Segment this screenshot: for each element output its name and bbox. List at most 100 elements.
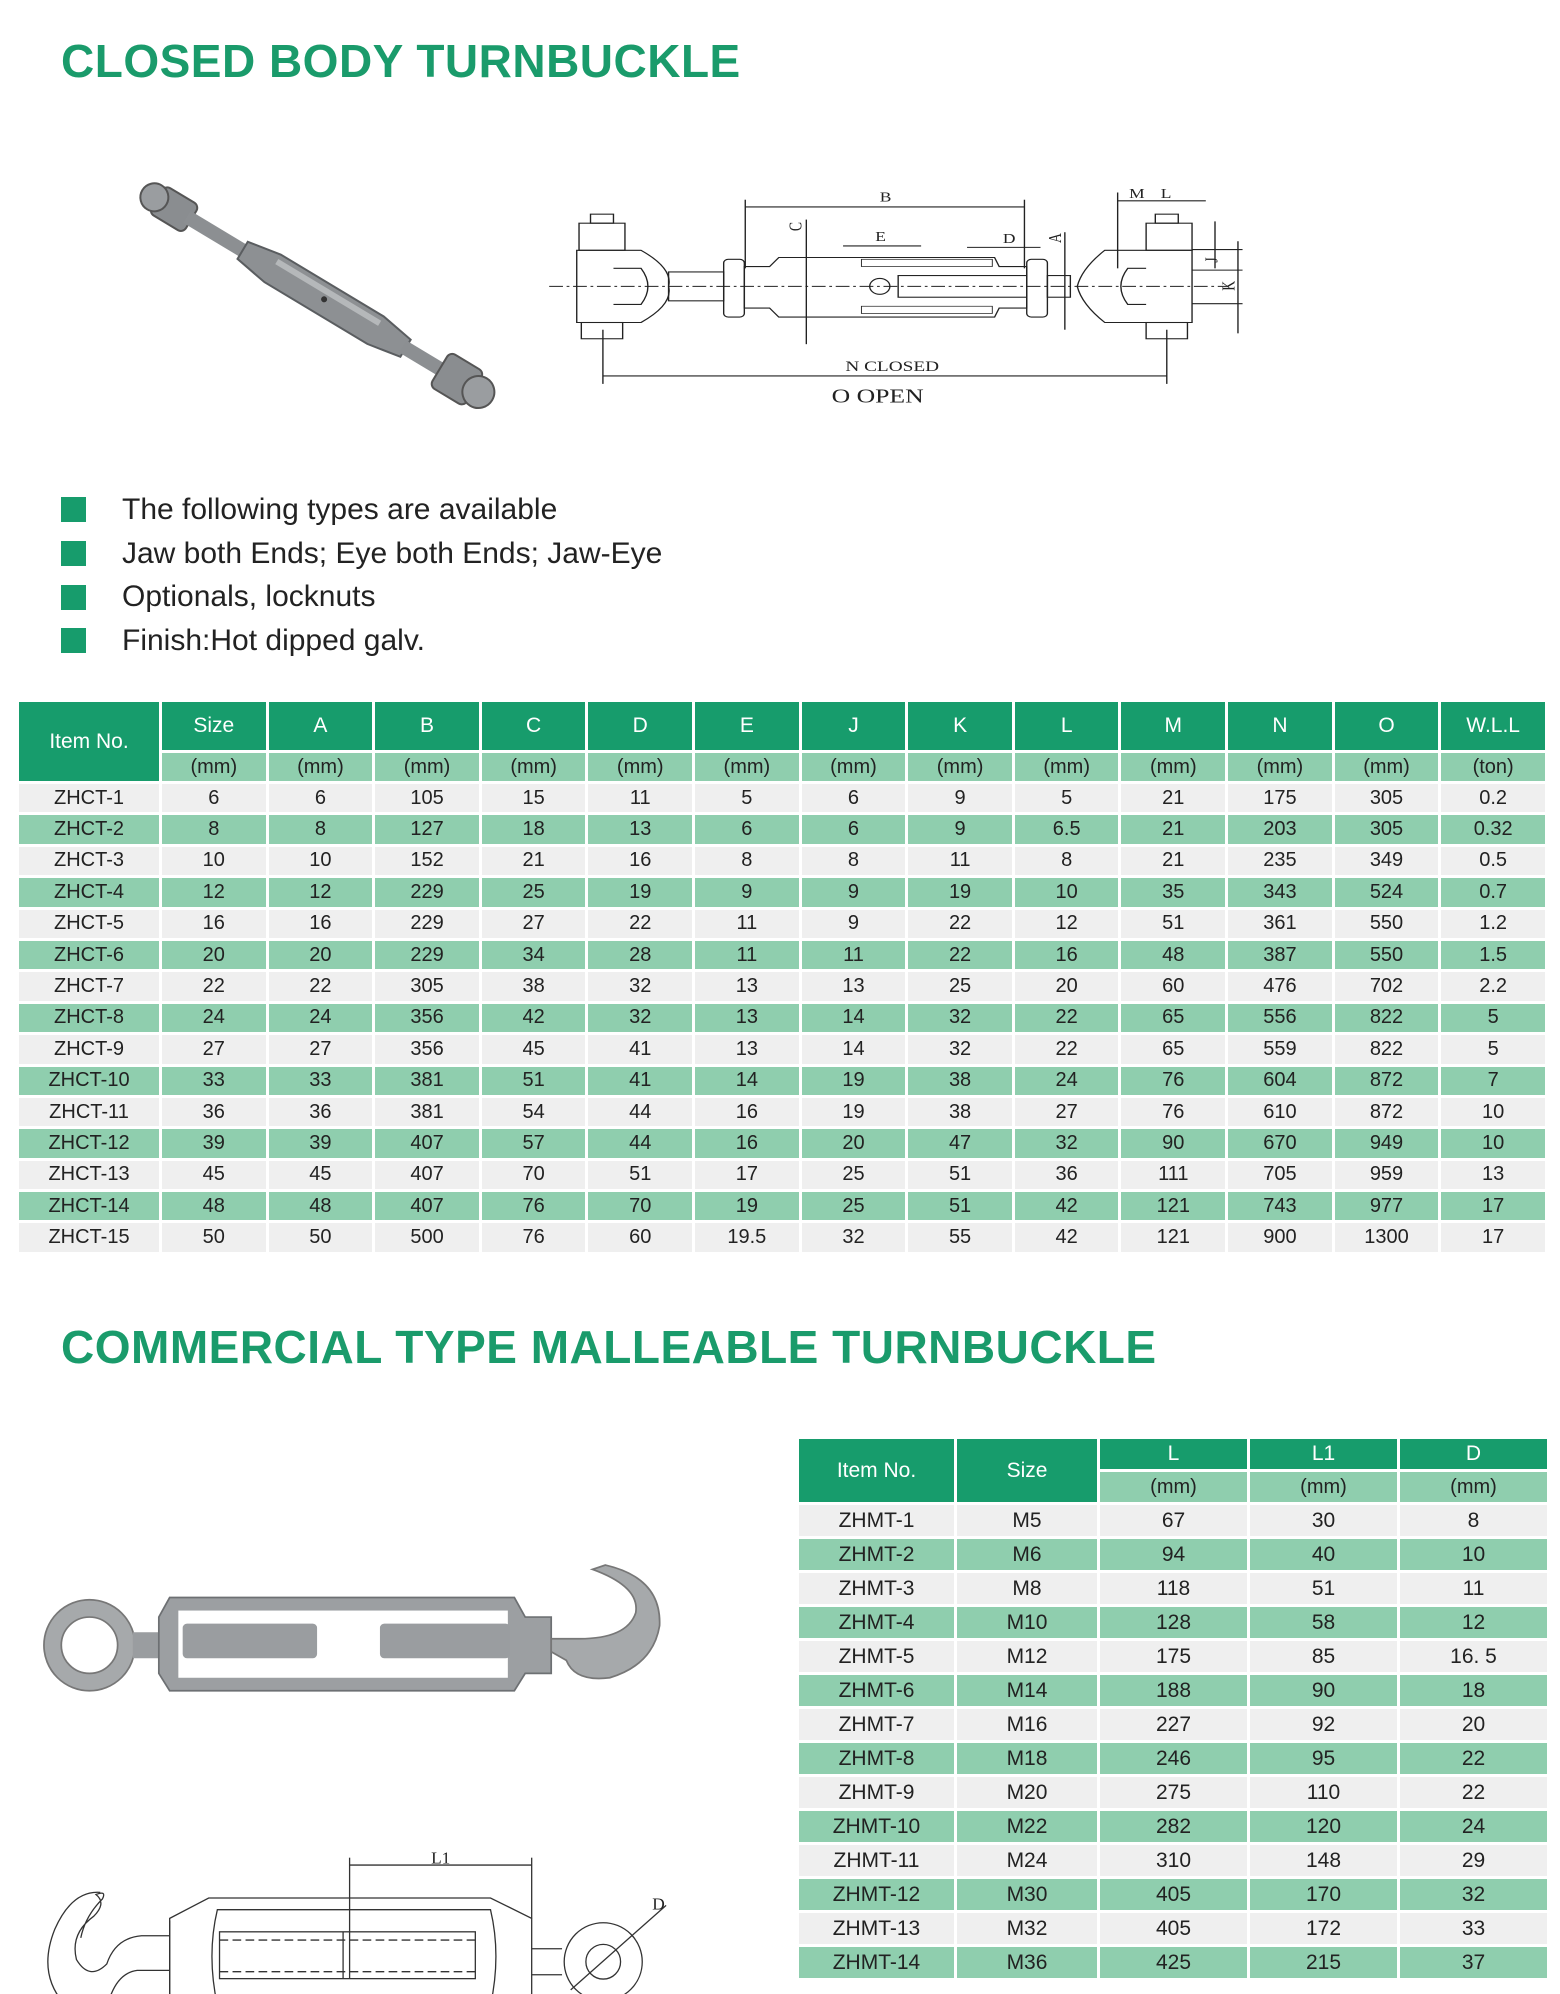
value-cell: 305 [375,972,479,1001]
value-cell: 229 [375,878,479,907]
value-cell: 148 [1250,1845,1397,1876]
value-cell: 11 [695,909,799,938]
column-unit: (mm) [162,753,266,781]
value-cell: M36 [957,1947,1097,1978]
value-cell: 76 [481,1192,586,1221]
value-cell: M16 [957,1709,1097,1740]
bullet-square-icon [61,541,86,567]
value-cell: 405 [1100,1879,1247,1910]
value-cell: 22 [908,909,1012,938]
diagram-label-l: L [1161,187,1172,202]
value-cell: 21 [1121,784,1226,813]
value-cell: 610 [1228,1097,1332,1127]
table-row: ZHCT-15 50 50 500 76 60 19.5 32 55 42 121 900 1300 17 [19,1223,1545,1252]
diagram-label-m: M [1129,187,1145,202]
value-cell: 229 [375,940,479,970]
column-unit: (mm) [1014,753,1119,781]
header-item-no: Item No. [19,702,159,781]
value-cell: 20 [1400,1709,1547,1740]
table-row: ZHCT-1 6 6 105 15 11 5 6 9 5 21 175 305 0.2 [19,784,1545,813]
diagram-label-k: K [1220,280,1239,290]
item-no-cell: ZHCT-11 [19,1097,159,1127]
value-cell: 22 [908,940,1012,970]
value-cell: 92 [1250,1709,1397,1740]
item-no-cell: ZHCT-14 [19,1192,159,1221]
value-cell: 425 [1100,1947,1247,1978]
value-cell: 227 [1100,1709,1247,1740]
value-cell: 11 [908,846,1012,876]
value-cell: 32 [588,972,693,1001]
value-cell: 9 [908,815,1012,844]
column-unit: (mm) [1334,753,1439,781]
value-cell: 13 [695,1035,799,1064]
bullet-square-icon [61,584,86,610]
value-cell: 22 [162,972,266,1001]
table-row: ZHMT-14 M36 425 215 37 [799,1947,1547,1978]
value-cell: M18 [957,1743,1097,1774]
diagram-label-b: B [880,190,892,205]
value-cell: 90 [1121,1129,1226,1158]
value-cell: 55 [908,1223,1012,1252]
value-cell: 45 [481,1035,586,1064]
value-cell: 10 [162,846,266,876]
value-cell: 559 [1228,1035,1332,1064]
value-cell: 343 [1228,878,1332,907]
column-unit: (mm) [695,753,799,781]
table-row: ZHMT-11 M24 310 148 29 [799,1845,1547,1876]
value-cell: M30 [957,1879,1097,1910]
value-cell: 381 [375,1066,479,1095]
value-cell: 22 [268,972,373,1001]
table-row: ZHCT-3 10 10 152 21 16 8 8 11 8 21 235 349 0.5 [19,846,1545,876]
value-cell: 95 [1250,1743,1397,1774]
value-cell: 170 [1250,1879,1397,1910]
value-cell: 20 [268,940,373,970]
value-cell: 152 [375,846,479,876]
value-cell: M32 [957,1913,1097,1944]
diagram-label-a: A [1047,233,1066,243]
value-cell: 959 [1334,1160,1439,1190]
value-cell: 65 [1121,1003,1226,1033]
item-no-cell: ZHMT-13 [799,1913,954,1944]
value-cell: 9 [908,784,1012,813]
item-no-cell: ZHMT-14 [799,1947,954,1978]
value-cell: 14 [801,1003,906,1033]
value-cell: 20 [801,1129,906,1158]
column-header: M [1121,702,1226,750]
value-cell: 10 [1400,1539,1547,1570]
item-no-cell: ZHMT-5 [799,1641,954,1672]
value-cell: 60 [1121,972,1226,1001]
value-cell: 47 [908,1129,1012,1158]
column-header: L [1014,702,1119,750]
value-cell: 18 [481,815,586,844]
value-cell: 407 [375,1192,479,1221]
value-cell: 48 [162,1192,266,1221]
value-cell: 19 [908,878,1012,907]
value-cell: 40 [1250,1539,1397,1570]
feature-list: The following types are available Jaw bo… [61,488,662,663]
value-cell: 550 [1334,909,1439,938]
feature-text: Optionals, locknuts [122,580,376,614]
feature-text: The following types are available [122,492,558,526]
column-header: C [481,702,586,750]
column-header: O [1334,702,1439,750]
value-cell: 41 [588,1066,693,1095]
value-cell: 121 [1121,1223,1226,1252]
value-cell: 19 [801,1097,906,1127]
diagram-label-n-closed: N CLOSED [845,358,939,375]
feature-item: Jaw both Ends; Eye both Ends; Jaw-Eye [61,532,662,576]
value-cell: 20 [1014,972,1119,1001]
column-header: E [695,702,799,750]
value-cell: 0.2 [1441,784,1545,813]
diagram-label-o-open: O OPEN [832,385,924,408]
value-cell: 111 [1121,1160,1226,1190]
diagram-label-e: E [875,230,886,245]
item-no-cell: ZHMT-2 [799,1539,954,1570]
value-cell: 60 [588,1223,693,1252]
table-row: ZHCT-2 8 8 127 18 13 6 6 9 6.5 21 203 305 0.32 [19,815,1545,844]
value-cell: 28 [588,940,693,970]
value-cell: 32 [588,1003,693,1033]
column-header: K [908,702,1012,750]
value-cell: 128 [1100,1607,1247,1638]
item-no-cell: ZHCT-15 [19,1223,159,1252]
value-cell: M12 [957,1641,1097,1672]
